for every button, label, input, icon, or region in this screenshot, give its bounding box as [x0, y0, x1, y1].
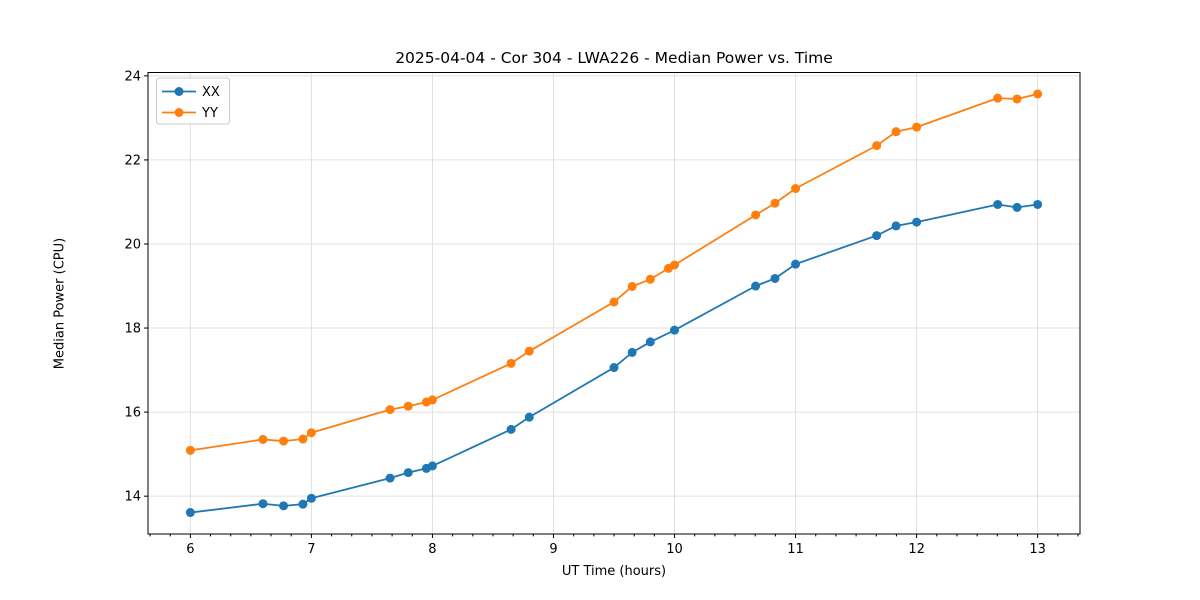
data-point [1033, 199, 1043, 209]
grid [148, 72, 1080, 534]
y-tick-label: 18 [124, 322, 141, 337]
data-point [385, 405, 395, 415]
data-point [298, 434, 308, 444]
data-point [506, 424, 516, 434]
x-tick-label: 12 [908, 542, 925, 557]
x-tick-label: 13 [1029, 542, 1046, 557]
x-tick-label: 6 [186, 542, 194, 557]
y-axis-label: Median Power (CPU) [52, 237, 68, 370]
x-tick-label: 8 [428, 542, 436, 557]
y-tick-label: 14 [124, 490, 141, 505]
y-tick-label: 24 [124, 69, 141, 84]
x-tick-label: 9 [549, 542, 557, 557]
legend-item-yy: YY [162, 106, 218, 121]
data-point [751, 281, 761, 291]
data-point [1012, 202, 1022, 212]
y-tick-label: 22 [124, 153, 141, 168]
series-line [189, 93, 1039, 452]
ticks [144, 75, 1079, 538]
chart-title: 2025-04-04 - Cor 304 - LWA226 - Median P… [395, 49, 833, 67]
data-point [385, 473, 395, 483]
data-point [403, 401, 413, 411]
data-point [872, 141, 882, 151]
data-point [298, 499, 308, 509]
data-point [891, 127, 901, 137]
tick-labels: 6 7 8 9 10 11 12 13 14 16 18 20 22 24 [124, 69, 1045, 557]
data-point [993, 93, 1003, 103]
data-point [403, 468, 413, 478]
legend-label: YY [201, 106, 218, 121]
data-point [506, 358, 516, 368]
data-point [912, 122, 922, 132]
series-yy [185, 89, 1043, 455]
data-point [306, 428, 316, 438]
data-point [912, 217, 922, 227]
data-point [645, 274, 655, 284]
legend-label: XX [202, 85, 220, 100]
x-tick-label: 10 [666, 542, 683, 557]
series-line [189, 203, 1039, 514]
data-point [770, 273, 780, 283]
data-point [306, 493, 316, 503]
x-axis-label: UT Time (hours) [561, 564, 667, 579]
data-point [891, 221, 901, 231]
data-point [791, 184, 801, 194]
data-point [645, 337, 655, 347]
data-point [258, 499, 268, 509]
data-point [279, 501, 289, 511]
data-point [609, 297, 619, 307]
legend-marker [174, 108, 184, 117]
data-point [279, 436, 289, 446]
series-xx [185, 199, 1043, 518]
y-tick-label: 16 [124, 406, 141, 421]
data-point [670, 260, 680, 270]
data-point [185, 445, 195, 455]
legend-item-xx: XX [162, 85, 220, 100]
legend-marker [174, 87, 184, 96]
data-point [1012, 94, 1022, 104]
data-point [627, 347, 637, 357]
x-tick-label: 7 [307, 542, 315, 557]
data-point [427, 395, 437, 405]
y-tick-label: 20 [124, 237, 141, 252]
data-point [670, 325, 680, 335]
data-point [993, 199, 1003, 209]
x-tick-label: 11 [787, 542, 804, 557]
data-point [427, 461, 437, 471]
data-point [609, 363, 619, 373]
data-point [524, 412, 534, 422]
data-point [1033, 89, 1043, 99]
data-point [627, 281, 637, 291]
data-point [258, 434, 268, 444]
legend: XX YY [156, 77, 230, 125]
data-point [185, 508, 195, 518]
data-point [751, 210, 761, 220]
data-point [770, 198, 780, 208]
data-point [524, 346, 534, 356]
data-point [791, 259, 801, 269]
data-point [872, 231, 882, 241]
